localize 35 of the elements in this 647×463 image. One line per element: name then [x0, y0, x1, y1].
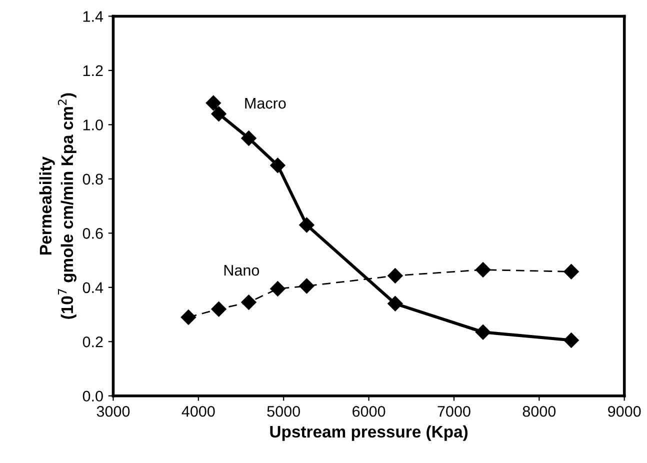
point [211, 302, 226, 317]
y-tick-label: 0.2 [82, 336, 103, 348]
point [241, 294, 256, 310]
point [206, 95, 221, 111]
point [475, 324, 491, 340]
series-label: Macro [245, 98, 286, 109]
series-label: Nano [224, 265, 260, 276]
point [564, 332, 579, 348]
x-axis-title: Upstream pressure (Kpa) [270, 425, 468, 441]
point [475, 262, 491, 278]
x-tick-label: 8000 [522, 406, 556, 417]
y-tick-label: 1.4 [83, 11, 104, 22]
point [299, 217, 314, 233]
y-tick-label: 1.0 [83, 120, 103, 130]
point [180, 310, 196, 325]
point [270, 281, 286, 296]
x-tick-label: 5000 [267, 406, 300, 417]
point [270, 158, 286, 173]
y-tick-label: 0.4 [82, 282, 104, 294]
x-tick-label: 4000 [182, 406, 215, 417]
x-tick-label: 7000 [438, 406, 470, 417]
point [241, 130, 256, 146]
point [211, 106, 226, 122]
point [299, 278, 314, 294]
point [388, 296, 403, 312]
x-tick-label: 6000 [352, 406, 386, 417]
text: Permeability (10$^{7}$ gmole cm/min Kpa cm$^{2}$) [39, 93, 76, 319]
y-tick-label: 0.8 [82, 174, 103, 185]
y-tick-label: 0.0 [82, 390, 103, 402]
point [388, 268, 403, 284]
y-tick-label: 1.2 [83, 65, 103, 76]
y-tick-label: 0.6 [82, 228, 103, 239]
point [564, 264, 579, 280]
x-tick-label: 9000 [608, 406, 641, 417]
x-tick-label: 3000 [96, 406, 130, 417]
